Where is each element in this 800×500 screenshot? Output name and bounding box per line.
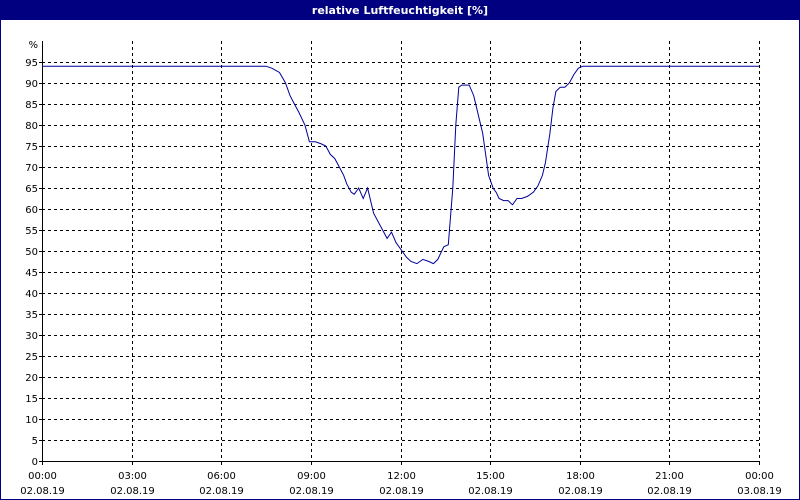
y-tick-label: 20 <box>25 373 38 384</box>
x-tick-time-label: 09:00 <box>297 471 326 482</box>
y-tick-label: 75 <box>25 142 38 153</box>
series <box>42 65 759 265</box>
y-tick-label: 25 <box>25 352 38 363</box>
x-tick-date-label: 02.08.19 <box>199 486 244 497</box>
x-tick-time-label: 00:00 <box>745 471 774 482</box>
y-tick-label: 30 <box>25 331 38 342</box>
x-tick-time-label: 12:00 <box>387 471 416 482</box>
x-tick-date-label: 02.08.19 <box>110 486 155 497</box>
y-axis-unit-label: % <box>28 40 38 51</box>
x-tick-time-label: 18:00 <box>566 471 595 482</box>
y-tick-label: 10 <box>25 415 38 426</box>
y-tick-label: 50 <box>25 247 38 258</box>
x-tick-time-label: 00:00 <box>28 471 57 482</box>
y-tick-label: 85 <box>25 100 38 111</box>
x-tick-date-label: 02.08.19 <box>558 486 603 497</box>
x-tick-date-label: 03.08.19 <box>737 486 782 497</box>
chart-title: relative Luftfeuchtigkeit [%] <box>1 1 799 20</box>
x-tick-date-label: 02.08.19 <box>647 486 692 497</box>
y-tick-label: 60 <box>25 205 38 216</box>
y-tick-label: 5 <box>32 436 38 447</box>
grid <box>42 41 760 461</box>
series-line <box>42 65 759 265</box>
y-tick-label: 0 <box>32 457 38 468</box>
y-tick-label: 55 <box>25 226 38 237</box>
y-tick-label: 35 <box>25 310 38 321</box>
x-tick-date-label: 02.08.19 <box>20 486 65 497</box>
axes <box>39 41 760 465</box>
y-tick-label: 90 <box>25 79 38 90</box>
x-axis-tick-labels: 00:00 02.08.19 03:00 02.08.19 06:00 02.08.19 0… <box>20 471 782 497</box>
x-tick-date-label: 02.08.19 <box>468 486 513 497</box>
y-tick-label: 65 <box>25 184 38 195</box>
y-tick-label: 95 <box>25 58 38 69</box>
x-tick-time-label: 06:00 <box>207 471 236 482</box>
y-tick-label: 80 <box>25 121 38 132</box>
y-tick-label: 45 <box>25 268 38 279</box>
y-tick-label: 70 <box>25 163 38 174</box>
y-tick-label: 40 <box>25 289 38 300</box>
y-tick-label: 15 <box>25 394 38 405</box>
x-tick-date-label: 02.08.19 <box>289 486 334 497</box>
y-axis-tick-labels: 0 5 10 15 20 25 30 35 40 45 50 55 60 65 70 75 80 85 90 95 <box>25 58 38 468</box>
x-tick-date-label: 02.08.19 <box>379 486 424 497</box>
x-tick-time-label: 15:00 <box>476 471 505 482</box>
x-tick-time-label: 21:00 <box>655 471 684 482</box>
x-tick-time-label: 03:00 <box>118 471 147 482</box>
